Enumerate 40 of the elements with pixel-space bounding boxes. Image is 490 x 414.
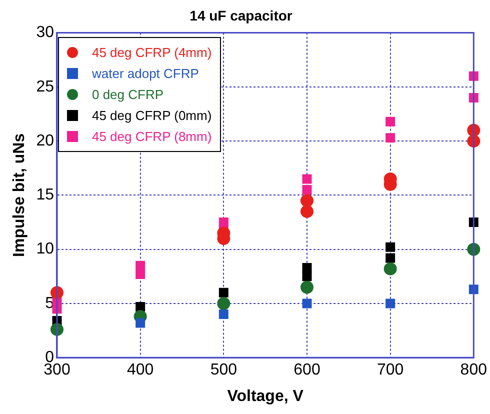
point [302,272,312,282]
point [384,262,397,276]
x-tick-label: 400 [126,362,154,379]
point [386,242,396,252]
x-tick-label: 700 [376,362,404,379]
point [386,133,396,143]
legend-label: 0 deg CFRP [92,86,164,104]
x-tick-label: 600 [294,362,320,379]
legend-label: 45 deg CFRP (4mm) [92,44,212,62]
point [136,318,146,328]
x-axis-title: Voltage, V [227,388,304,405]
point [136,302,146,312]
point [302,298,312,308]
point [302,174,312,184]
y-tick-label: 30 [36,24,54,42]
point [386,298,396,308]
y-tick-label: 25 [36,78,54,96]
x-tick-label: 500 [210,362,238,379]
legend-label: water adopt CFRP [92,64,199,83]
point [217,296,230,310]
point [136,260,146,270]
point [302,185,312,195]
point [302,262,312,272]
point [386,116,396,126]
point [300,194,314,208]
legend-label: 45 deg CFRP (8mm) [92,128,212,146]
chart-title: 14 uF capacitor [190,7,293,24]
y-axis-title: Impulse bit, uNs [11,133,28,257]
point [218,310,228,320]
y-tick-label: 15 [36,186,54,204]
point [300,280,314,294]
y-tick-label: 20 [36,132,54,150]
legend-label: 45 deg CFRP (0mm) [92,106,212,125]
point [300,204,314,218]
x-tick-label: 800 [460,362,488,379]
point [218,218,228,228]
y-tick-label: 10 [36,240,54,258]
point [136,269,146,279]
point [218,288,228,298]
point [386,253,396,263]
